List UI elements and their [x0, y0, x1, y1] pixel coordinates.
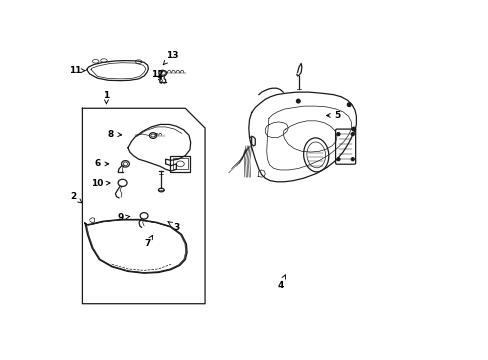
FancyBboxPatch shape: [335, 129, 355, 164]
Text: 7: 7: [144, 235, 152, 248]
Text: 6: 6: [94, 159, 108, 168]
Text: 13: 13: [163, 51, 178, 65]
Circle shape: [336, 158, 339, 161]
Circle shape: [346, 103, 350, 107]
Text: 11: 11: [69, 66, 85, 75]
Text: 5: 5: [326, 111, 340, 120]
Circle shape: [351, 158, 353, 161]
Text: 8: 8: [108, 130, 122, 139]
Text: 12: 12: [151, 70, 163, 79]
Circle shape: [351, 127, 355, 131]
Circle shape: [351, 133, 353, 135]
Text: 4: 4: [277, 275, 285, 290]
FancyBboxPatch shape: [172, 158, 187, 169]
FancyBboxPatch shape: [170, 156, 190, 172]
Circle shape: [336, 133, 339, 135]
Text: 2: 2: [70, 192, 81, 203]
Text: 10: 10: [90, 179, 110, 188]
Text: 3: 3: [168, 222, 179, 232]
Text: 1: 1: [103, 91, 109, 104]
Text: 9: 9: [117, 213, 129, 222]
Circle shape: [296, 99, 300, 103]
